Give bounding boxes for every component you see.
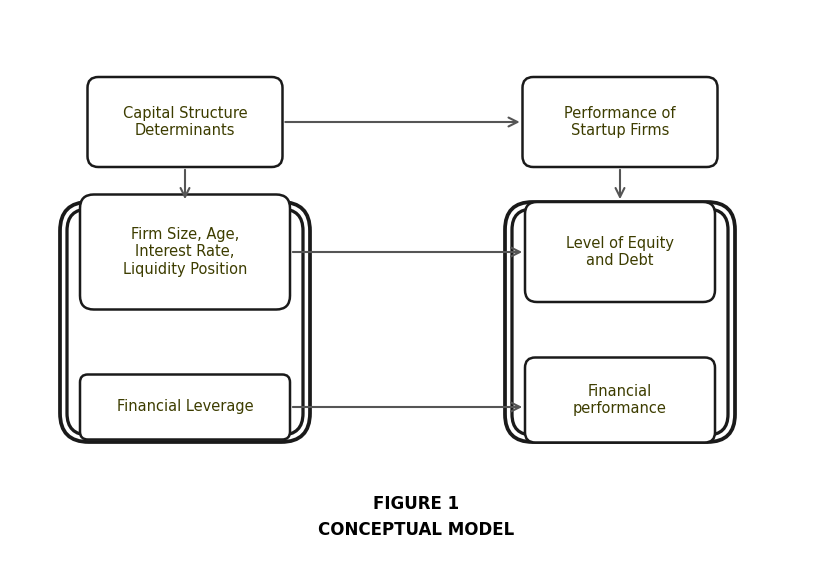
Text: Financial Leverage: Financial Leverage — [117, 399, 253, 415]
FancyBboxPatch shape — [80, 194, 290, 309]
FancyBboxPatch shape — [87, 77, 282, 167]
Text: CONCEPTUAL MODEL: CONCEPTUAL MODEL — [318, 521, 514, 539]
FancyBboxPatch shape — [522, 77, 717, 167]
FancyBboxPatch shape — [505, 202, 735, 442]
FancyBboxPatch shape — [525, 358, 715, 443]
Text: Capital Structure
Determinants: Capital Structure Determinants — [122, 106, 247, 138]
FancyBboxPatch shape — [525, 202, 715, 302]
FancyBboxPatch shape — [512, 209, 728, 435]
Text: FIGURE 1: FIGURE 1 — [373, 495, 459, 513]
FancyBboxPatch shape — [80, 375, 290, 439]
Text: Firm Size, Age,
Interest Rate,
Liquidity Position: Firm Size, Age, Interest Rate, Liquidity… — [122, 227, 247, 277]
FancyBboxPatch shape — [67, 209, 303, 435]
FancyBboxPatch shape — [60, 202, 310, 442]
Text: Level of Equity
and Debt: Level of Equity and Debt — [566, 236, 674, 268]
Text: Financial
performance: Financial performance — [573, 384, 667, 416]
Text: Performance of
Startup Firms: Performance of Startup Firms — [564, 106, 676, 138]
